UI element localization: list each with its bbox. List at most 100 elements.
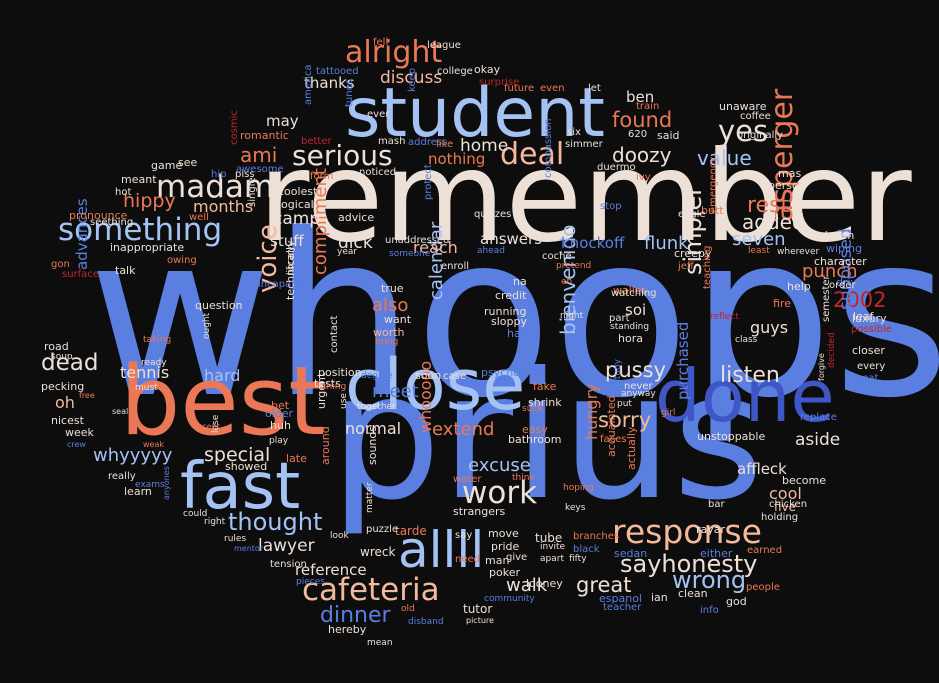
word-dead: dead	[41, 350, 99, 376]
word-allll: allll	[398, 521, 485, 579]
word-future: future	[504, 83, 535, 94]
word-purchased: purchased	[674, 321, 692, 400]
word-study: study	[613, 359, 623, 384]
word-worth: worth	[373, 326, 405, 339]
word-value: value	[697, 146, 752, 170]
word-quizzes: quizzes	[474, 209, 512, 220]
word-ami: ami	[240, 143, 278, 167]
word-talk: talk	[115, 264, 136, 277]
word-single: single	[247, 177, 258, 207]
word-eh: eh	[561, 277, 573, 287]
word-puzzle: puzzle	[366, 524, 399, 535]
word-hereby: hereby	[328, 623, 367, 636]
word-help: help	[787, 280, 811, 293]
word-sorry: sorry	[598, 408, 652, 432]
word-ever: ever	[367, 109, 390, 120]
word-need: need	[455, 554, 480, 565]
word-best: best	[120, 347, 326, 457]
word-driven: driven	[836, 276, 871, 289]
word-put: put	[617, 399, 632, 409]
word-huh: huh	[270, 419, 291, 432]
word-acquainted: acquainted	[605, 395, 618, 457]
word-hair: hair	[507, 327, 529, 340]
word-true: true	[381, 282, 404, 295]
word-unaware: unaware	[719, 100, 767, 113]
word-taking: taking	[143, 335, 172, 345]
word-reflect: reflect	[710, 312, 739, 322]
word-coche: coche	[542, 251, 572, 262]
word-duermo: duermo	[597, 162, 636, 173]
word-psychology: psychology	[481, 366, 544, 379]
word-soup: soup	[51, 352, 73, 362]
word-strangers: strangers	[453, 505, 506, 518]
word-protect: protect	[423, 164, 434, 200]
word-bet: bet	[271, 399, 290, 412]
word-fake: fake	[533, 380, 557, 393]
word-pride: pride	[491, 540, 520, 553]
word-credit: credit	[495, 289, 527, 302]
word-piss: piss	[235, 169, 255, 180]
word-replace: replace	[800, 412, 837, 423]
word-compassion: compassion	[543, 118, 554, 179]
word-luxury: luxury	[852, 312, 887, 325]
word-tutor: tutor	[463, 602, 493, 616]
word-camp: camp	[273, 209, 321, 229]
word-bring: bring	[375, 337, 399, 347]
word-seal: seal	[112, 407, 129, 416]
word-accept: accept	[193, 422, 220, 431]
word-nicest: nicest	[51, 414, 84, 427]
word-tennis: tennis	[120, 363, 170, 382]
word-ahead: ahead	[477, 246, 505, 256]
word-want: want	[384, 313, 412, 326]
word-soon: soon	[415, 369, 442, 382]
word-answers: answers	[480, 230, 542, 248]
word-running: running	[484, 305, 527, 318]
word-response: response	[612, 512, 762, 551]
word-holding: holding	[761, 512, 799, 523]
word-looney: looney	[526, 577, 563, 590]
word-logical: logical	[278, 198, 314, 211]
word-easy: easy	[522, 423, 548, 436]
word-form: form	[310, 171, 334, 182]
word-coffee: coffee	[740, 111, 771, 122]
word-apart: apart	[540, 554, 564, 564]
word-road: road	[44, 340, 69, 353]
word-fell: fell	[373, 37, 389, 48]
word-nothing: nothing	[428, 150, 486, 168]
word-done: done	[655, 354, 835, 438]
word-noticed: noticed	[359, 167, 397, 178]
word-play: play	[269, 436, 289, 446]
word-tension: tension	[270, 559, 307, 570]
word-faces: faces	[600, 434, 627, 445]
word-fifty: fifty	[569, 554, 587, 564]
word-five: five	[774, 500, 797, 514]
word-whoops: whoops	[88, 186, 939, 448]
word-jeff: jeff	[678, 261, 694, 272]
word-actually: actually	[625, 426, 638, 470]
word-close: close	[345, 344, 526, 426]
word-late: late	[286, 452, 307, 465]
word-class: class	[735, 335, 758, 345]
word-unaddressed: unaddressed	[385, 235, 450, 246]
word-work: work	[462, 475, 538, 511]
word-butt: butt	[701, 204, 724, 217]
word-say: say	[455, 530, 473, 541]
word-discuss: discuss	[380, 68, 443, 88]
word-hungry: hungry	[582, 383, 601, 440]
word-exams: exams	[135, 480, 165, 490]
word-god: god	[726, 595, 747, 608]
word-think: think	[512, 473, 535, 483]
word-unstoppable: unstoppable	[697, 430, 766, 443]
word-even: even	[540, 83, 565, 94]
word-bar: bar	[708, 499, 725, 510]
word-black: black	[573, 544, 600, 555]
word-seat: seat	[857, 373, 879, 384]
word-teacher: teacher	[603, 602, 642, 613]
word-stuff: stuff	[270, 232, 304, 250]
word-ought: ought	[202, 312, 212, 339]
word-become: become	[782, 474, 827, 487]
word-right: right	[204, 517, 226, 527]
word-eagle: eagle	[678, 209, 706, 220]
word-originally: originally	[737, 130, 784, 141]
word-serious: serious	[292, 139, 393, 172]
